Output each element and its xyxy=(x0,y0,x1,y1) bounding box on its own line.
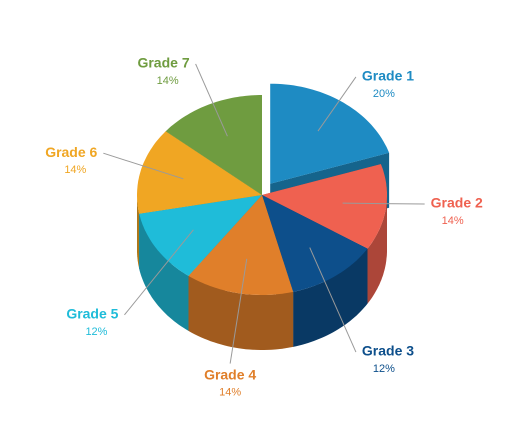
slice-shade xyxy=(293,248,368,347)
slice-label: Grade 3 xyxy=(362,343,414,359)
slice-value: 14% xyxy=(157,75,179,87)
slice-label: Grade 2 xyxy=(431,195,483,211)
leader-line xyxy=(309,247,357,353)
slice-value: 12% xyxy=(85,326,107,338)
leader-line xyxy=(103,152,184,180)
leader-line xyxy=(124,229,194,316)
slice-side xyxy=(139,213,189,331)
slice-tops xyxy=(137,83,390,295)
leader-line xyxy=(195,63,228,137)
labels: Grade 1 20% Grade 2 14% Grade 3 12% Grade 4 14%… xyxy=(45,55,483,399)
slice-shade xyxy=(137,195,140,269)
slice-value: 14% xyxy=(219,386,241,398)
slice-label: Grade 6 xyxy=(45,144,97,160)
slice-shade xyxy=(367,195,387,304)
slice-side xyxy=(137,195,140,269)
slice-side xyxy=(188,275,294,350)
slice-value: 14% xyxy=(64,164,86,176)
slice xyxy=(137,131,262,214)
slice-label: Grade 7 xyxy=(137,55,189,71)
slice xyxy=(165,95,262,195)
slice xyxy=(270,83,390,184)
slice-value: 14% xyxy=(442,215,464,227)
slice-value: 20% xyxy=(373,88,395,100)
leader-line xyxy=(342,202,425,205)
slice xyxy=(188,195,294,295)
slice-side xyxy=(367,195,387,304)
slice-label: Grade 4 xyxy=(204,366,256,382)
slice-shade xyxy=(188,275,294,350)
slice-shade xyxy=(139,213,189,331)
leader-line xyxy=(229,258,248,364)
slice-value: 12% xyxy=(373,363,395,375)
slice-label: Grade 1 xyxy=(362,68,414,84)
leader-line xyxy=(317,76,357,132)
slice-label: Grade 5 xyxy=(66,306,118,322)
slice-side xyxy=(293,248,368,347)
slice xyxy=(262,164,387,249)
slice xyxy=(262,195,368,292)
slice xyxy=(139,195,262,276)
